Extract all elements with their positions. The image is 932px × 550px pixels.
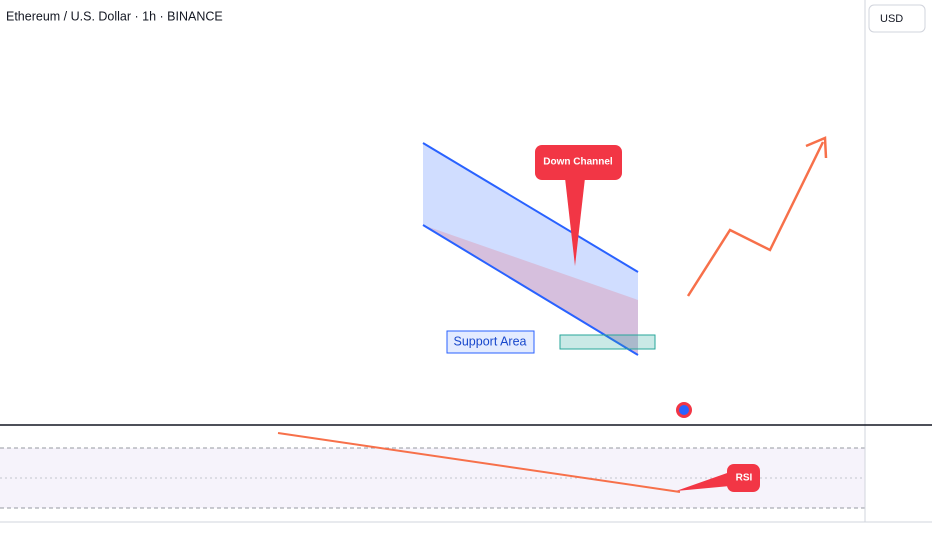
callout-box: [535, 145, 622, 180]
channel-bottom: [422, 224, 639, 356]
callout-pointer: [565, 178, 585, 266]
projection-arrow: [805, 136, 828, 159]
event-icon-inner: [679, 405, 689, 415]
rsi-callout-text: RSI: [736, 473, 753, 484]
chart-title: Ethereum / U.S. Dollar · 1h · BINANCE: [6, 9, 223, 23]
support-label-box: [446, 330, 535, 354]
currency-label: USD: [880, 13, 903, 25]
rsi-trendline: [277, 432, 681, 493]
projection: [686, 141, 825, 297]
support-zone: [559, 334, 656, 350]
channel-top: [422, 142, 639, 273]
rsi-callout-pointer: [676, 472, 730, 491]
callout-text: Down Channel: [543, 157, 613, 168]
currency-button[interactable]: [868, 4, 926, 33]
channel-fill: [423, 143, 638, 355]
support-label: Support Area: [454, 334, 527, 348]
rsi-callout-box: [727, 464, 760, 492]
